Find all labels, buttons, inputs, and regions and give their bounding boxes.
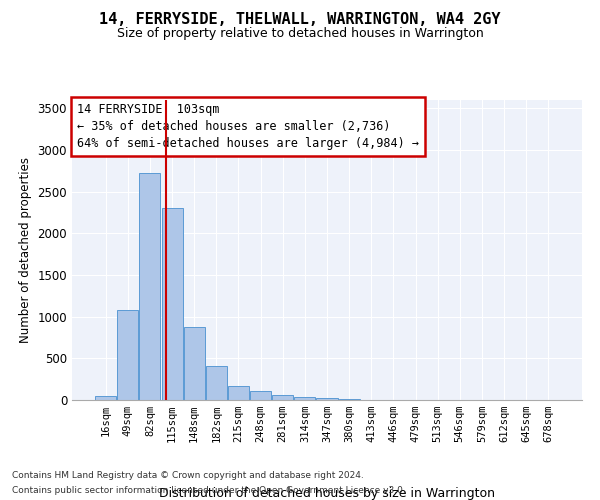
Bar (118, 310, 139, 400)
Bar (316, 398, 338, 400)
Bar (161, 208, 182, 400)
Text: 14 FERRYSIDE: 103sqm
← 35% of detached houses are smaller (2,736)
64% of semi-de: 14 FERRYSIDE: 103sqm ← 35% of detached h… (77, 103, 419, 150)
Bar (228, 386, 249, 400)
Bar (295, 397, 316, 400)
Bar (338, 399, 359, 400)
Bar (250, 391, 271, 400)
Text: Size of property relative to detached houses in Warrington: Size of property relative to detached ho… (116, 28, 484, 40)
Text: 14, FERRYSIDE, THELWALL, WARRINGTON, WA4 2GY: 14, FERRYSIDE, THELWALL, WARRINGTON, WA4… (99, 12, 501, 28)
Bar (184, 326, 205, 400)
Bar (139, 174, 160, 400)
X-axis label: Distribution of detached houses by size in Warrington: Distribution of detached houses by size … (159, 487, 495, 500)
Bar (95, 396, 116, 400)
Text: Contains HM Land Registry data © Crown copyright and database right 2024.: Contains HM Land Registry data © Crown c… (12, 471, 364, 480)
Y-axis label: Number of detached properties: Number of detached properties (19, 157, 32, 343)
Text: Contains public sector information licensed under the Open Government Licence v3: Contains public sector information licen… (12, 486, 406, 495)
Bar (206, 366, 227, 400)
Bar (272, 394, 293, 400)
